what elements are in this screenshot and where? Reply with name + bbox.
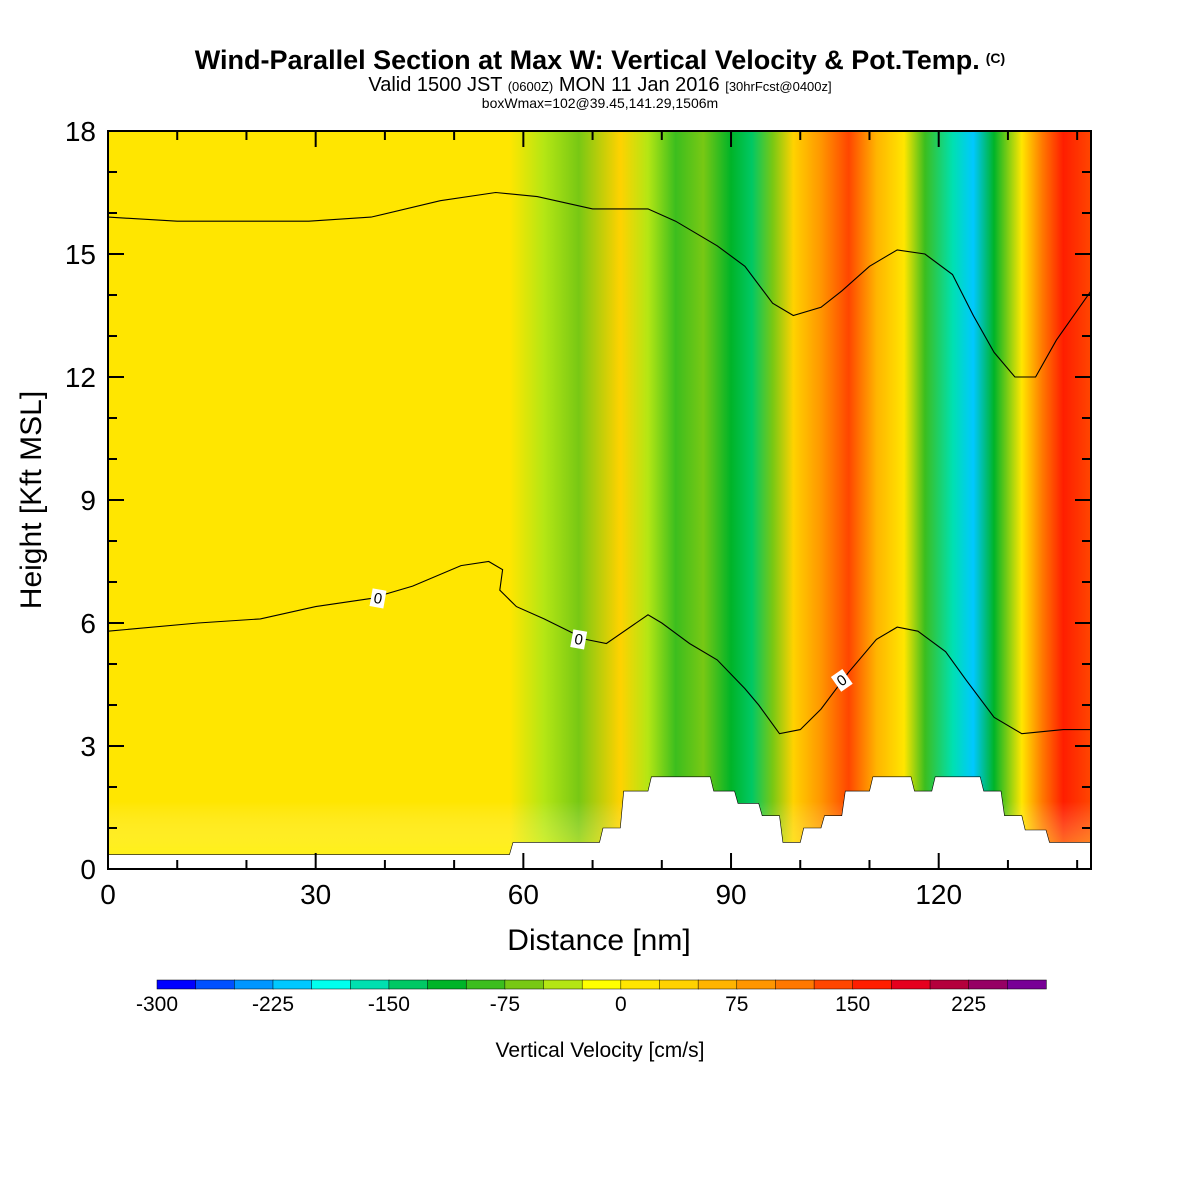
colorbar [156,979,1047,990]
y-tick-label: 0 [80,854,96,885]
y-tick-label: 9 [80,485,96,516]
x-axis-title: Distance [nm] [507,924,690,957]
terrain [108,776,1091,869]
terrain-profile [108,776,1091,869]
y-tick-label: 3 [80,731,96,762]
colorbar-swatch [311,979,351,990]
contour-label: 0 [570,629,588,650]
axis-ticks [107,130,1091,870]
colorbar-swatch [813,979,854,990]
colorbar-swatch [929,979,970,990]
valid-time-line: Valid 1500 JST (0600Z) MON 11 Jan 2016 [… [368,74,832,96]
y-tick-label: 6 [80,608,96,639]
chart-header: Wind-Parallel Section at Max W: Vertical… [0,42,1200,110]
colorbar-swatch [852,979,893,990]
velocity-field [108,131,1091,869]
x-tick-label: 60 [508,879,539,910]
contour-label-box [830,669,853,692]
chart-title: Wind-Parallel Section at Max W: Vertical… [194,45,1006,75]
colorbar-swatch [1007,979,1047,990]
y-tick-label: 18 [65,116,96,147]
theta-contours: 0 0 0 [108,191,1091,735]
colorbar-swatch [775,979,815,990]
x-tick-label: 30 [300,879,331,910]
colorbar-swatch [388,979,429,990]
colorbar-label: 0 [615,993,627,1016]
valid-date: MON 11 Jan 2016 [558,74,720,96]
x-tick-labels: 0 30 60 90 120 [100,879,962,910]
box-wmax-info: boxWmax=102@39.45,141.29,1506m [481,95,719,111]
colorbar-swatch [272,979,313,990]
colorbar-swatch [195,979,235,990]
colorbar-label: -300 [136,993,178,1016]
colorbar-label: -225 [252,993,294,1016]
forecast-info: [30hrFcst@0400z] [725,79,832,94]
contour-label: 0 [830,669,853,692]
colorbar-swatch [543,979,583,990]
colorbar-swatch [620,979,661,990]
contour-label: 0 [369,588,387,609]
theta-contour-1 [108,560,1091,735]
y-axis-title: Height [Kft MSL] [15,391,48,609]
x-tick-label: 120 [915,879,962,910]
colorbar-swatch [581,979,622,990]
colorbar-swatch [891,979,931,990]
colorbar-swatch [968,979,1009,990]
colorbar-labels: -300 -225 -150 -75 0 75 150 225 [136,993,986,1016]
colorbar-swatch [427,979,467,990]
contour-label-text: 0 [573,631,584,649]
y-tick-label: 12 [65,362,96,393]
colorbar-label: 150 [835,993,870,1016]
colorbar-swatch [465,979,506,990]
contour-label-box [369,588,387,609]
theta-contour-0 [108,191,1091,378]
contour-label-text: 0 [372,590,383,608]
title-copyright-mark: (C) [985,50,1006,66]
colorbar-swatch [736,979,777,990]
colorbar-title: Vertical Velocity [cm/s] [496,1039,705,1062]
y-tick-labels: 0 3 6 9 12 15 18 [65,116,96,885]
colorbar-label: 75 [725,993,748,1016]
colorbar-label: -150 [368,993,410,1016]
x-tick-label: 90 [715,879,746,910]
colorbar-swatch [234,979,274,990]
colorbar-swatch [350,979,390,990]
x-tick-label: 0 [100,879,116,910]
colorbar-label: 225 [951,993,986,1016]
colorbar-swatch [156,979,197,990]
contour-label-box [570,629,588,650]
colorbar-swatch [697,979,738,990]
y-tick-label: 15 [65,239,96,270]
colorbar-swatch [659,979,699,990]
colorbar-swatch [504,979,545,990]
valid-utc: (0600Z) [507,79,554,94]
colorbar-label: -75 [490,993,520,1016]
